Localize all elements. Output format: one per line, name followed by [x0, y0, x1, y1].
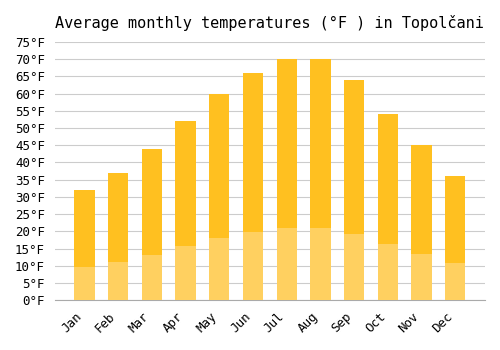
- Bar: [243, 232, 263, 300]
- Bar: [445, 176, 466, 300]
- Bar: [445, 263, 466, 300]
- Bar: [378, 114, 398, 300]
- Bar: [310, 228, 330, 300]
- Bar: [412, 145, 432, 300]
- Bar: [108, 173, 128, 300]
- Bar: [310, 59, 330, 300]
- Bar: [276, 228, 297, 300]
- Bar: [378, 244, 398, 300]
- Bar: [176, 246, 196, 300]
- Bar: [276, 59, 297, 300]
- Bar: [209, 238, 230, 300]
- Bar: [108, 262, 128, 300]
- Bar: [412, 254, 432, 300]
- Bar: [243, 73, 263, 300]
- Bar: [74, 190, 94, 300]
- Title: Average monthly temperatures (°F ) in Topolčani: Average monthly temperatures (°F ) in To…: [56, 15, 484, 31]
- Bar: [142, 149, 162, 300]
- Bar: [344, 80, 364, 300]
- Bar: [344, 234, 364, 300]
- Bar: [176, 121, 196, 300]
- Bar: [142, 255, 162, 300]
- Bar: [209, 93, 230, 300]
- Bar: [74, 267, 94, 300]
